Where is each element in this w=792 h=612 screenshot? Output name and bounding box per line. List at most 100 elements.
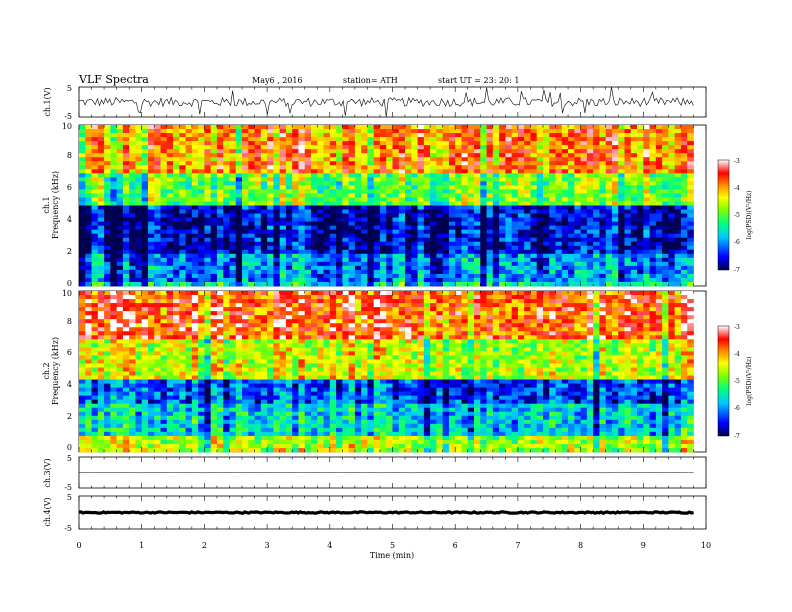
spectrogram-cell: [455, 225, 462, 231]
spectrogram-cell: [210, 193, 218, 198]
spectrogram-cell: [141, 169, 149, 174]
spectrogram-cell: [91, 213, 99, 218]
spectrogram-cell: [166, 307, 174, 312]
spectrogram-cell: [586, 205, 594, 210]
spectrogram-cell: [467, 137, 475, 142]
spectrogram-cell: [668, 145, 676, 150]
spectrogram-cell: [367, 327, 375, 332]
spectrogram-cell: [436, 245, 444, 251]
spectrogram-cell: [499, 307, 506, 312]
spectrogram-cell: [423, 311, 431, 316]
spectrogram-cell: [361, 307, 368, 312]
spectrogram-cell: [304, 133, 312, 138]
spectrogram-cell: [574, 149, 581, 154]
spectrogram-cell: [348, 129, 356, 134]
spectrogram-cell: [185, 165, 193, 170]
spectrogram-cell: [122, 145, 130, 150]
spectrogram-cell: [611, 225, 619, 231]
spectrogram-cell: [442, 149, 450, 154]
spectrogram-cell: [461, 169, 469, 174]
spectrogram-cell: [499, 245, 506, 251]
spectrogram-cell: [486, 323, 494, 328]
spectrogram-cell: [486, 319, 494, 324]
spectrogram-cell: [354, 233, 362, 239]
spectrogram-cell: [637, 193, 644, 198]
spectrogram-cell: [135, 177, 143, 182]
spectrogram-cell: [542, 201, 550, 206]
spectrogram-cell: [611, 273, 619, 279]
spectrogram-cell: [204, 169, 212, 174]
spectrogram-cell: [147, 261, 155, 267]
spectrogram-cell: [542, 319, 550, 324]
spectrogram-cell: [417, 233, 425, 239]
spectrogram-cell: [674, 307, 682, 312]
spectrogram-cell: [179, 233, 186, 239]
spectrogram-cell: [436, 137, 444, 142]
spectrogram-cell: [574, 217, 581, 222]
spectrogram-cell: [448, 189, 456, 194]
spectrogram-cell: [110, 141, 118, 146]
spectrogram-cell: [687, 237, 694, 243]
spectrogram-cell: [680, 177, 688, 182]
spectrogram-cell: [492, 331, 500, 336]
spectrogram-cell: [386, 161, 393, 166]
spectrogram-cell: [530, 261, 538, 267]
spectrogram-cell: [147, 245, 155, 251]
spectrogram-cell: [561, 249, 569, 255]
spectrogram-cell: [624, 303, 632, 308]
spectrogram-cell: [511, 133, 519, 138]
spectrogram-cell: [248, 137, 255, 142]
spectrogram-cell: [398, 209, 406, 214]
spectrogram-cell: [611, 291, 619, 296]
spectrogram-cell: [411, 237, 418, 243]
spectrogram-cell: [455, 221, 462, 227]
spectrogram-cell: [110, 133, 118, 138]
spectrogram-cell: [561, 323, 569, 328]
spectrogram-cell: [536, 315, 544, 320]
spectrogram-cell: [160, 331, 168, 336]
spectrogram-cell: [637, 137, 644, 142]
spectrogram-cell: [417, 277, 425, 283]
spectrogram-cell: [662, 173, 669, 178]
spectrogram-cell: [643, 273, 650, 279]
spectrogram-cell: [580, 157, 588, 162]
spectrogram-cell: [630, 277, 638, 283]
spectrogram-cell: [486, 185, 494, 190]
spectrogram-cell: [361, 157, 368, 162]
spectrogram-cell: [637, 197, 644, 202]
spectrogram-cell: [166, 209, 174, 214]
spectrogram-cell: [430, 299, 437, 304]
spectrogram-cell: [637, 249, 644, 255]
colorbar-1-tick-m6: -6: [734, 239, 740, 246]
spectrogram-cell: [599, 291, 607, 296]
spectrogram-cell: [561, 141, 569, 146]
spectrogram-cell: [405, 181, 412, 186]
spectrogram-cell: [524, 181, 531, 186]
spectrogram-cell: [448, 295, 456, 300]
spectrogram-cell: [530, 201, 538, 206]
spectrogram-cell: [474, 153, 481, 158]
spectrogram-cell: [342, 323, 350, 328]
spectrogram-cell: [85, 173, 92, 178]
spectrogram-cell: [279, 269, 287, 275]
spectrogram-cell: [323, 181, 331, 186]
spectrogram-cell: [242, 261, 249, 267]
spectrogram-cell: [461, 327, 469, 332]
spectrogram-cell: [680, 319, 688, 324]
spectrogram-cell: [423, 149, 431, 154]
spectrogram-cell: [310, 125, 318, 130]
spectrogram-cell: [79, 249, 86, 255]
spectrogram-cell: [461, 319, 469, 324]
spectrogram-cell: [166, 273, 174, 279]
spectrogram-cell: [486, 157, 494, 162]
spectrogram-cell: [185, 145, 193, 150]
spectrogram-cell: [110, 237, 118, 243]
spectrogram-cell: [110, 209, 118, 214]
spectrogram-cell: [135, 145, 143, 150]
spectrogram-cell: [210, 237, 218, 243]
spectrogram-cell: [361, 189, 368, 194]
spectrogram-cell: [285, 125, 293, 130]
spectrogram-cell: [536, 145, 544, 150]
spectrogram-cell: [499, 303, 506, 308]
spectrogram-cell: [248, 157, 255, 162]
